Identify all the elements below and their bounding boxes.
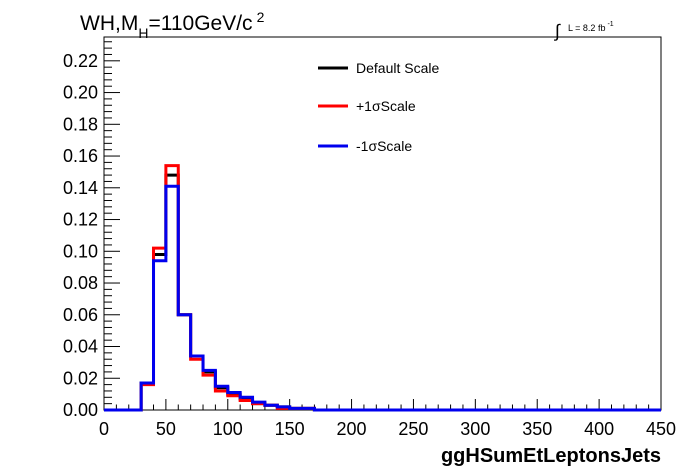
lumi-text: L = 8.2 fb bbox=[568, 23, 605, 33]
x-axis-ticks: 0 50 100 150 200 250 300 350 400 450 bbox=[99, 399, 676, 439]
series-line-1 bbox=[104, 164, 661, 412]
legend-label: +1σScale bbox=[356, 98, 416, 114]
series-group bbox=[104, 164, 661, 412]
x-tick-label: 300 bbox=[460, 419, 490, 439]
lumi-integral-sign: ∫ bbox=[553, 21, 561, 41]
chart-title: WH,MH=110GeV/c 2 bbox=[80, 9, 265, 41]
title-superscript: 2 bbox=[257, 9, 265, 25]
y-tick-label: 0.16 bbox=[63, 146, 98, 166]
title-subscript: H bbox=[138, 25, 148, 41]
lumi-label: L = 8.2 fb -1 bbox=[568, 21, 614, 33]
lumi-superscript: -1 bbox=[607, 21, 613, 28]
legend-label: Default Scale bbox=[356, 60, 439, 76]
y-tick-label: 0.08 bbox=[63, 273, 98, 293]
y-tick-label: 0.14 bbox=[63, 178, 98, 198]
x-tick-label: 350 bbox=[522, 419, 552, 439]
y-tick-label: 0.18 bbox=[63, 114, 98, 134]
series-line-0 bbox=[104, 173, 661, 412]
y-tick-label: 0.00 bbox=[63, 400, 98, 420]
y-tick-label: 0.20 bbox=[63, 83, 98, 103]
x-tick-label: 50 bbox=[156, 419, 176, 439]
plot-frame bbox=[103, 36, 662, 411]
y-tick-label: 0.22 bbox=[63, 51, 98, 71]
y-tick-label: 0.06 bbox=[63, 305, 98, 325]
x-tick-label: 100 bbox=[213, 419, 243, 439]
x-tick-label: 200 bbox=[337, 419, 367, 439]
x-axis-label: ggHSumEtLeptonsJets bbox=[441, 445, 661, 467]
series-line-2 bbox=[104, 184, 661, 412]
title-rest: =110GeV/c bbox=[148, 12, 252, 35]
legend-label: -1σScale bbox=[356, 138, 412, 154]
y-tick-label: 0.04 bbox=[63, 337, 98, 357]
y-axis-ticks: 0.00 0.02 0.04 0.06 0.08 0.10 0.12 0.14 0.16 0.18… bbox=[63, 41, 120, 420]
x-tick-label: 150 bbox=[275, 419, 305, 439]
y-tick-label: 0.10 bbox=[63, 241, 98, 261]
x-tick-label: 250 bbox=[398, 419, 428, 439]
x-tick-label: 400 bbox=[584, 419, 614, 439]
legend: Default Scale +1σScale -1σScale bbox=[318, 60, 439, 154]
x-tick-label: 0 bbox=[99, 419, 109, 439]
title-main: WH,M bbox=[80, 12, 138, 35]
y-tick-label: 0.02 bbox=[63, 368, 98, 388]
y-tick-label: 0.12 bbox=[63, 210, 98, 230]
x-tick-label: 450 bbox=[646, 419, 676, 439]
